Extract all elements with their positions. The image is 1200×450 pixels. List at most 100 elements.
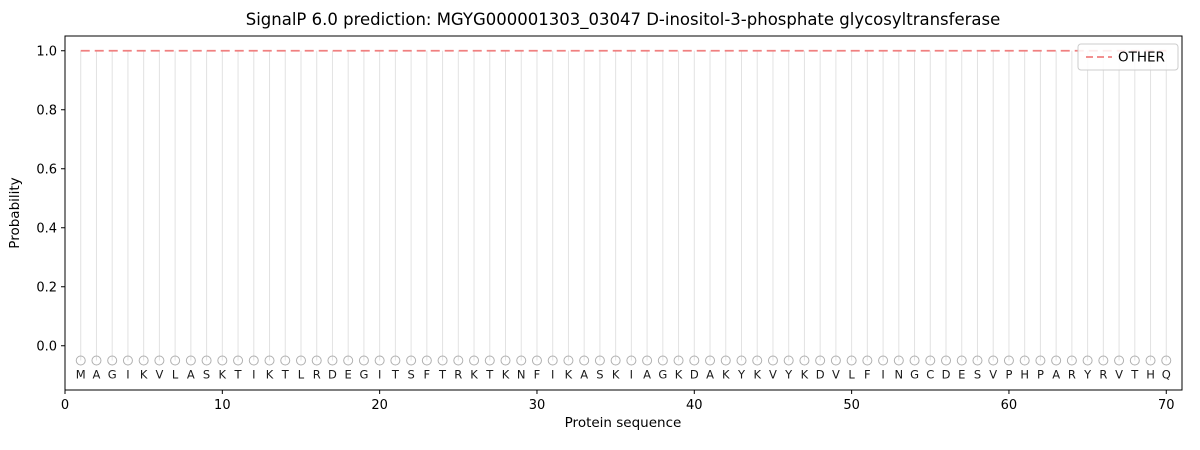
sequence-letter: P xyxy=(1005,368,1012,382)
residue-marker xyxy=(1098,355,1109,366)
sequence-letter: D xyxy=(690,368,699,382)
sequence-letter: Y xyxy=(784,368,793,382)
sequence-letter: R xyxy=(454,368,462,382)
residue-marker xyxy=(594,355,605,366)
residue-marker xyxy=(1114,355,1125,366)
residue-marker xyxy=(657,355,668,366)
sequence-letter: K xyxy=(470,368,478,382)
residue-marker xyxy=(185,355,196,366)
sequence-letter: K xyxy=(219,368,227,382)
y-tick-label: 0.0 xyxy=(36,339,57,354)
sequence-letter: S xyxy=(203,368,210,382)
residue-marker xyxy=(484,355,495,366)
sequence-letter: G xyxy=(910,368,919,382)
sequence-letter: D xyxy=(328,368,337,382)
residue-marker xyxy=(170,355,181,366)
x-tick-label: 10 xyxy=(214,398,231,413)
residue-marker xyxy=(736,355,747,366)
sequence-letter: K xyxy=(565,368,573,382)
residue-marker xyxy=(233,355,244,366)
sequence-letter: L xyxy=(848,368,855,382)
y-tick-label: 0.8 xyxy=(36,103,57,118)
sequence-letter: A xyxy=(706,368,714,382)
sequence-letter: D xyxy=(942,368,951,382)
residue-marker xyxy=(846,355,857,366)
sequence-letter: G xyxy=(658,368,667,382)
sequence-letter: C xyxy=(926,368,934,382)
residue-marker xyxy=(941,355,952,366)
x-tick-label: 70 xyxy=(1158,398,1175,413)
residue-marker xyxy=(91,355,102,366)
residue-marker xyxy=(138,355,149,366)
residue-marker xyxy=(75,355,86,366)
sequence-letter: V xyxy=(832,368,840,382)
sequence-letter: A xyxy=(643,368,651,382)
residue-marker xyxy=(988,355,999,366)
residue-marker xyxy=(705,355,716,366)
sequence-letter: T xyxy=(234,368,243,382)
legend-box xyxy=(1077,43,1179,71)
sequence-letter: A xyxy=(187,368,195,382)
residue-marker xyxy=(673,355,684,366)
sequence-letter: E xyxy=(958,368,965,382)
residue-marker xyxy=(280,355,291,366)
x-tick-label: 20 xyxy=(371,398,388,413)
residue-marker xyxy=(343,355,354,366)
residue-marker xyxy=(453,355,464,366)
y-axis-label: Probability xyxy=(7,177,23,248)
residue-marker xyxy=(579,355,590,366)
x-tick-label: 60 xyxy=(1001,398,1018,413)
sequence-letter: L xyxy=(172,368,179,382)
residue-marker xyxy=(783,355,794,366)
sequence-letter: H xyxy=(1146,368,1155,382)
residue-marker xyxy=(390,355,401,366)
x-tick-label: 50 xyxy=(843,398,860,413)
y-tick-label: 1.0 xyxy=(36,44,57,59)
residue-marker xyxy=(358,355,369,366)
residue-marker xyxy=(421,355,432,366)
residue-marker xyxy=(626,355,637,366)
residue-marker xyxy=(610,355,621,366)
residue-marker xyxy=(1066,355,1077,366)
residue-marker xyxy=(264,355,275,366)
sequence-letter: I xyxy=(881,368,884,382)
residue-marker xyxy=(862,355,873,366)
residue-marker xyxy=(469,355,480,366)
residue-markers xyxy=(75,355,1172,366)
legend-label-other: OTHER xyxy=(1118,50,1165,66)
residue-marker xyxy=(689,355,700,366)
sequence-letter: Q xyxy=(1162,368,1171,382)
sequence-letter: K xyxy=(502,368,510,382)
sequence-letter: G xyxy=(359,368,368,382)
residue-marker xyxy=(406,355,417,366)
sequence-letter: T xyxy=(438,368,447,382)
residue-marker xyxy=(500,355,511,366)
sequence-letter: V xyxy=(155,368,163,382)
residue-marker xyxy=(767,355,778,366)
residue-marker xyxy=(295,355,306,366)
sequence-letter: D xyxy=(816,368,825,382)
sequence-letter: T xyxy=(391,368,400,382)
residue-marker xyxy=(547,355,558,366)
per-residue-gridlines xyxy=(80,50,1167,361)
sequence-letter: K xyxy=(753,368,761,382)
residue-marker xyxy=(1051,355,1062,366)
sequence-letter: L xyxy=(298,368,305,382)
sequence-letter: R xyxy=(313,368,321,382)
sequence-letter: R xyxy=(1068,368,1076,382)
x-tick-label: 30 xyxy=(529,398,546,413)
sequence-letter: K xyxy=(675,368,683,382)
sequence-letter: K xyxy=(266,368,274,382)
residue-marker xyxy=(1161,355,1172,366)
residue-marker xyxy=(830,355,841,366)
residue-marker xyxy=(1003,355,1014,366)
sequence-letter: K xyxy=(722,368,730,382)
residue-marker xyxy=(1129,355,1140,366)
sequence-letter: I xyxy=(126,368,129,382)
residue-marker xyxy=(1035,355,1046,366)
sequence-letter: V xyxy=(989,368,997,382)
sequence-letter: T xyxy=(1130,368,1139,382)
